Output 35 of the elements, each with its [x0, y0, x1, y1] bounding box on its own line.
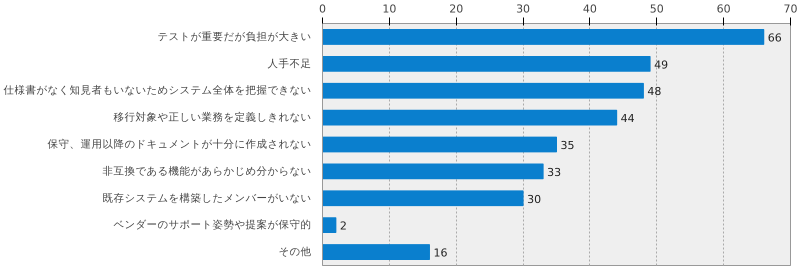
- data-label: 48: [647, 85, 662, 98]
- data-label: 66: [768, 31, 782, 44]
- y-tick-label: 保守、運用以降のドキュメントが十分に作成されない: [48, 138, 312, 150]
- y-tick-label: テストが重要だが負担が大きい: [158, 30, 312, 43]
- bar: [322, 163, 544, 180]
- data-label: 44: [620, 112, 635, 126]
- x-tick-label: 20: [449, 2, 464, 16]
- bar: [322, 56, 651, 72]
- bar: [322, 217, 336, 234]
- data-label: 49: [654, 58, 668, 72]
- y-tick-label: 移行対象や正しい業務を定義しきれない: [114, 110, 312, 124]
- x-tick-label: 30: [516, 2, 530, 16]
- y-tick-label: 仕様書がなく知見者もいないためシステム全体を把握できない: [4, 84, 312, 97]
- y-tick-label: ベンダーのサポート姿勢や提案が保守的: [114, 218, 312, 232]
- x-tick-label: 70: [784, 2, 798, 16]
- y-tick-label: 非互換である機能があらかじめ分からない: [102, 164, 312, 178]
- data-label: 16: [433, 246, 448, 260]
- bar: [322, 82, 644, 99]
- y-tick-label: 人手不足: [268, 56, 312, 70]
- data-label: 35: [560, 139, 574, 152]
- bar: [322, 136, 557, 152]
- y-tick-label: 既存システムを構築したメンバーがいない: [102, 191, 312, 204]
- x-tick-label: 50: [650, 2, 664, 16]
- x-tick-label: 60: [716, 2, 731, 16]
- data-label: 2: [340, 220, 347, 233]
- bar: [322, 244, 430, 260]
- bar: [322, 29, 764, 45]
- bar: [322, 190, 524, 206]
- x-tick-label: 10: [382, 2, 396, 16]
- bar: [322, 110, 618, 126]
- data-label: 33: [547, 166, 562, 179]
- data-label: 30: [527, 192, 542, 206]
- y-tick-label: その他: [278, 246, 312, 258]
- x-tick-label: 0: [319, 2, 326, 16]
- x-tick-label: 40: [582, 2, 597, 16]
